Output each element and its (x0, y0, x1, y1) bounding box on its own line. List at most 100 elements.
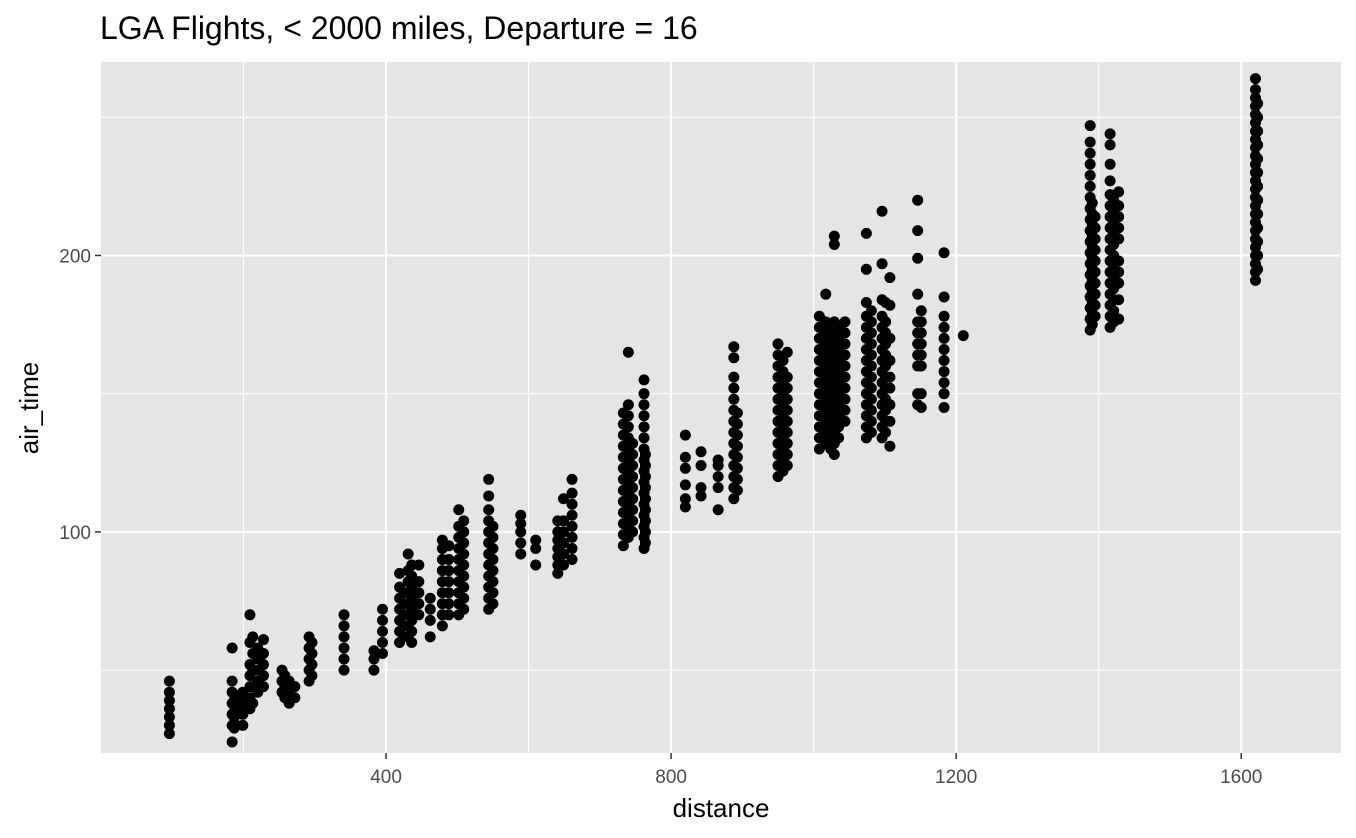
data-point (424, 614, 436, 626)
data-point (338, 642, 350, 654)
data-point (487, 576, 499, 588)
data-point (880, 426, 892, 438)
data-point (938, 377, 950, 389)
data-point (679, 479, 691, 491)
data-point (679, 501, 691, 513)
data-point (1089, 288, 1101, 300)
data-point (306, 659, 318, 671)
data-point (515, 518, 527, 530)
data-point (860, 263, 872, 275)
y-axis-title: air_time (14, 362, 44, 454)
x-tick-label: 1600 (1220, 767, 1262, 788)
data-point (820, 288, 832, 300)
data-point (530, 534, 542, 546)
data-point (487, 565, 499, 577)
data-point (1249, 73, 1261, 85)
data-point (781, 382, 793, 394)
data-point (443, 540, 455, 552)
data-point (558, 515, 570, 527)
data-point (639, 448, 651, 460)
data-point (865, 371, 877, 383)
data-point (728, 382, 740, 394)
data-point (781, 371, 793, 383)
data-point (368, 664, 380, 676)
data-point (639, 515, 651, 527)
data-point (1084, 147, 1096, 159)
y-tick-label: 200 (59, 246, 91, 267)
data-point (1113, 200, 1125, 212)
data-point (695, 460, 707, 472)
data-point (558, 526, 570, 538)
data-point (839, 316, 851, 328)
data-point (728, 352, 740, 364)
data-point (228, 711, 240, 723)
data-point (257, 670, 269, 682)
data-point (679, 493, 691, 505)
data-point (731, 451, 743, 463)
data-point (839, 349, 851, 361)
data-point (695, 482, 707, 494)
data-point (1113, 186, 1125, 198)
chart-title: LGA Flights, < 2000 miles, Departure = 1… (100, 10, 698, 46)
data-point (781, 426, 793, 438)
data-point (458, 537, 470, 549)
data-point (515, 509, 527, 521)
data-point (915, 305, 927, 317)
data-point (938, 343, 950, 355)
data-point (487, 520, 499, 532)
data-point (487, 554, 499, 566)
data-point (638, 399, 650, 411)
data-point (226, 675, 238, 687)
data-point (839, 360, 851, 372)
data-point (679, 429, 691, 441)
data-point (638, 432, 650, 444)
data-point (1113, 233, 1125, 245)
data-point (1249, 274, 1261, 286)
data-point (413, 587, 425, 599)
data-point (627, 482, 639, 494)
data-point (638, 421, 650, 433)
data-point (163, 694, 175, 706)
data-point (679, 451, 691, 463)
data-point (915, 402, 927, 413)
data-point (566, 542, 578, 554)
data-point (777, 355, 789, 367)
data-point (622, 410, 634, 422)
data-point (839, 382, 851, 394)
data-point (639, 504, 651, 516)
data-point (515, 537, 527, 549)
data-point (436, 620, 448, 632)
data-point (1252, 222, 1264, 234)
data-point (163, 686, 175, 698)
data-point (424, 592, 436, 604)
data-point (915, 360, 927, 372)
data-point (679, 462, 691, 474)
data-point (487, 598, 499, 610)
data-point (1089, 222, 1101, 234)
data-point (781, 437, 793, 449)
data-point (458, 603, 470, 615)
data-point (1252, 111, 1264, 123)
data-point (865, 426, 877, 438)
data-point (226, 736, 238, 748)
data-point (638, 374, 650, 386)
data-point (1113, 255, 1125, 267)
data-point (833, 432, 845, 444)
data-point (257, 634, 269, 646)
data-point (443, 598, 455, 610)
data-point (839, 338, 851, 350)
data-point (443, 609, 455, 621)
data-point (458, 526, 470, 538)
data-point (639, 526, 651, 538)
data-point (1252, 139, 1264, 151)
data-point (839, 327, 851, 339)
data-point (424, 603, 436, 615)
data-point (728, 393, 740, 405)
data-point (1252, 208, 1264, 220)
data-point (938, 310, 950, 322)
data-point (1252, 153, 1264, 165)
data-point (712, 482, 724, 494)
y-tick-label: 100 (59, 523, 91, 544)
data-point (938, 291, 950, 303)
